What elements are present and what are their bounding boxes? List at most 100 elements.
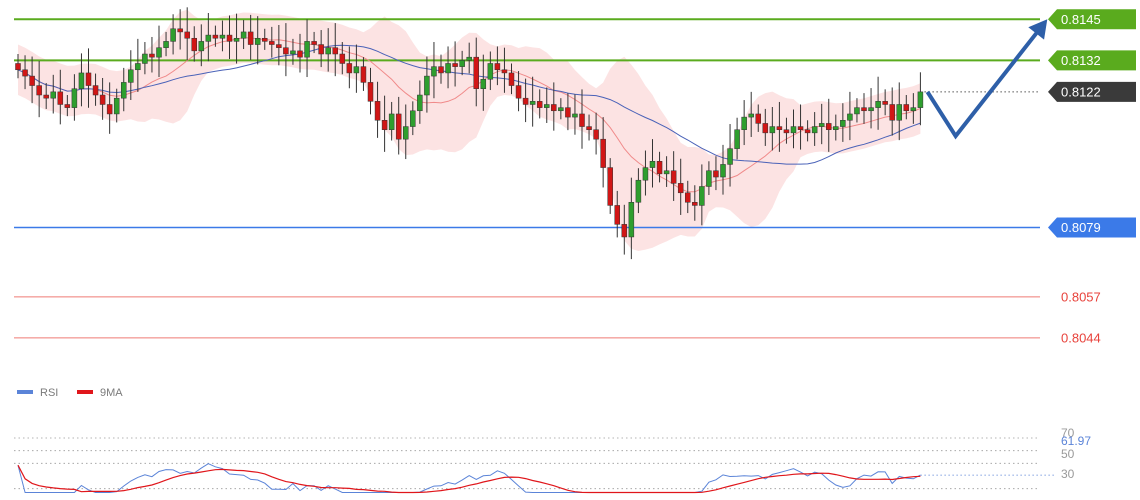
rsi-panel: RSI 9MA 70 50 30 61.97 xyxy=(14,387,1091,494)
candle xyxy=(551,82,557,131)
candle-body-down xyxy=(85,72,92,86)
candle-body-down xyxy=(614,205,620,225)
candle-body-up xyxy=(424,75,430,96)
candle-body-down xyxy=(762,123,769,134)
candle xyxy=(508,63,515,95)
candle-body-up xyxy=(219,34,226,39)
candle-body-up xyxy=(459,60,465,67)
candle xyxy=(170,14,176,55)
candle xyxy=(593,112,599,155)
candle xyxy=(677,158,684,215)
rsi-tick-70: 70 xyxy=(1061,426,1075,440)
candle xyxy=(579,89,585,149)
candle-body-up xyxy=(78,72,85,89)
candle-body-up xyxy=(135,63,141,71)
candle-body-down xyxy=(212,34,219,39)
candle xyxy=(642,150,649,196)
candle xyxy=(339,42,346,75)
candle-body-down xyxy=(276,44,282,48)
candle-body-down xyxy=(339,53,346,64)
candle xyxy=(29,56,35,104)
candle xyxy=(762,108,769,146)
candle-body-up xyxy=(699,186,705,206)
candle xyxy=(910,93,917,124)
rsi-legend: RSI 9MA xyxy=(17,387,123,399)
candle-body-down xyxy=(367,82,374,102)
candle-body-down xyxy=(149,53,155,58)
candle xyxy=(790,109,797,149)
price-tag-0.8132: 0.8132 xyxy=(1048,50,1136,71)
candle xyxy=(649,139,656,188)
candle-body-down xyxy=(508,72,515,86)
candle-body-down xyxy=(318,44,324,55)
candle xyxy=(847,91,853,141)
candle-body-down xyxy=(262,37,268,42)
candle-body-down xyxy=(247,31,254,45)
candle xyxy=(36,60,42,118)
candle xyxy=(875,76,881,130)
price-tag-0.8132-label: 0.8132 xyxy=(1061,53,1101,68)
candle-body-down xyxy=(438,66,444,74)
candle-body-up xyxy=(840,120,846,127)
candle-body-down xyxy=(381,120,388,130)
rsi-tick-50: 50 xyxy=(1061,447,1075,461)
candle xyxy=(304,19,310,78)
candle xyxy=(43,83,49,109)
candle-body-down xyxy=(184,31,190,39)
candle-body-up xyxy=(170,28,176,42)
candle xyxy=(22,55,28,90)
candle xyxy=(797,104,804,150)
candle xyxy=(367,67,374,115)
candle xyxy=(184,7,190,61)
candle xyxy=(699,164,705,226)
candle-body-down xyxy=(36,85,42,96)
candle-body-up xyxy=(466,56,472,61)
candle xyxy=(487,51,494,91)
candle xyxy=(473,37,479,107)
candle xyxy=(804,120,811,142)
candle-body-up xyxy=(833,126,839,130)
candle-body-down xyxy=(269,41,275,45)
candle xyxy=(748,91,754,137)
candle-body-down xyxy=(501,69,508,74)
candle xyxy=(135,38,141,92)
rsi-line xyxy=(17,463,921,493)
candle-body-down xyxy=(522,97,529,105)
candle-body-down xyxy=(43,94,49,99)
candle-body-down xyxy=(685,192,691,203)
candle-body-up xyxy=(558,107,564,112)
candle-body-up xyxy=(198,41,205,52)
price-tag-0.8145-label: 0.8145 xyxy=(1061,12,1101,27)
candle xyxy=(50,74,56,114)
price-tag-0.8079-label: 0.8079 xyxy=(1061,220,1101,235)
price-tags: 0.8145 0.8132 0.8079 0.8057 0.8044 0.8122 xyxy=(1048,9,1136,345)
rsi-lines xyxy=(17,463,1055,494)
candle-body-down xyxy=(177,28,183,33)
candle xyxy=(388,101,395,141)
candle xyxy=(403,104,409,160)
candle xyxy=(515,71,522,112)
candle-body-up xyxy=(544,104,550,108)
candle-body-up xyxy=(748,113,754,118)
candle xyxy=(64,95,71,117)
candle-body-down xyxy=(677,183,684,194)
candle xyxy=(600,117,606,188)
candle xyxy=(734,117,740,160)
candle xyxy=(501,47,508,93)
candle-body-down xyxy=(755,113,761,124)
candle xyxy=(149,36,155,73)
candle xyxy=(156,25,162,78)
candle xyxy=(882,89,888,116)
candle-body-down xyxy=(92,85,99,96)
candle-body-down xyxy=(713,170,719,178)
candle xyxy=(262,28,268,50)
candle xyxy=(826,98,832,152)
candle-body-up xyxy=(635,179,642,203)
candle xyxy=(438,54,444,84)
candle xyxy=(247,14,254,60)
candle xyxy=(311,31,317,54)
candle xyxy=(586,114,592,141)
candle xyxy=(692,185,698,221)
candle-body-up xyxy=(769,126,776,134)
